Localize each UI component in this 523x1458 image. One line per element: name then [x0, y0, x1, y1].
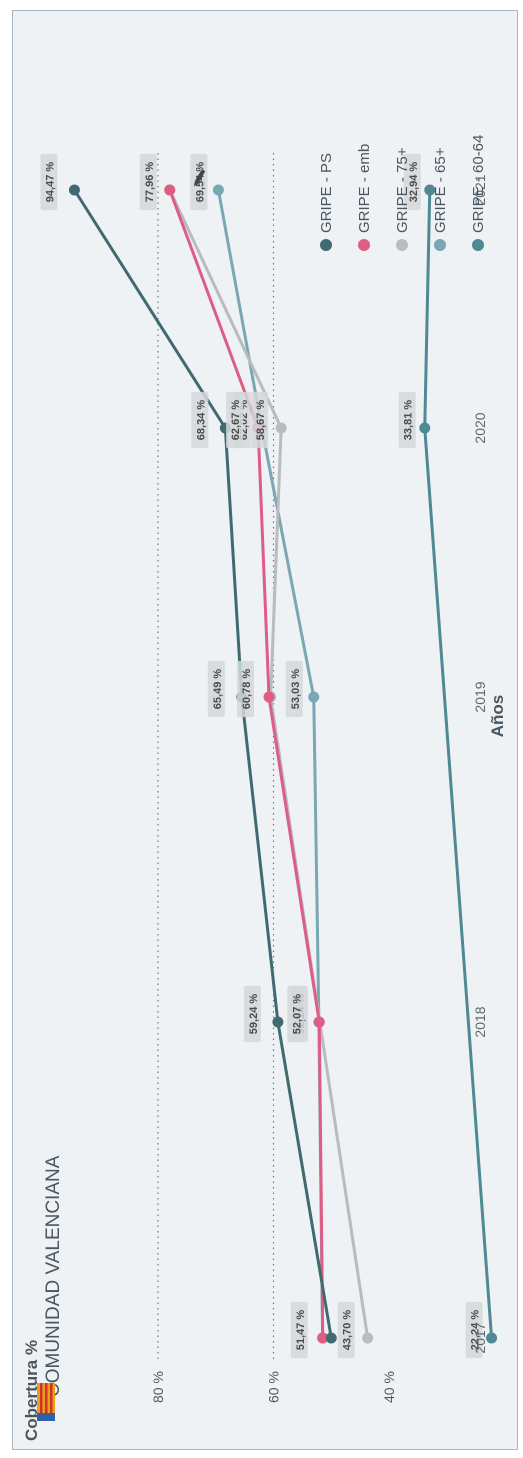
data-label: 68,34 %: [195, 400, 207, 441]
legend-item[interactable]: GRIPE - 60-64: [470, 135, 487, 251]
x-axis-title: Años: [488, 695, 507, 738]
data-label: 77,96 %: [144, 162, 156, 203]
y-tick-label: 80 %: [150, 1371, 166, 1403]
y-tick-label: 60 %: [266, 1371, 282, 1403]
data-label-bg: [40, 153, 58, 211]
x-tick-layer: 2017 2018 2019 2020 2021: [472, 174, 488, 1353]
data-label-bg: [207, 660, 225, 718]
legend-item[interactable]: GRIPE - 75+: [394, 147, 411, 251]
data-label-bg: [285, 660, 303, 718]
data-label: 32,94 %: [408, 162, 420, 203]
data-label-bg: [403, 153, 421, 211]
data-point[interactable]: [317, 1332, 329, 1344]
legend-swatch: [358, 239, 370, 251]
data-label: 62,67 %: [230, 400, 242, 441]
series-line: [73, 189, 333, 1339]
legend-swatch: [472, 239, 484, 251]
data-label: 52,07 %: [291, 994, 303, 1035]
data-point[interactable]: [263, 691, 275, 703]
data-point[interactable]: [362, 1332, 374, 1344]
data-label: 60,78 %: [241, 669, 253, 710]
data-label-bg: [290, 1301, 308, 1359]
data-point[interactable]: [308, 691, 320, 703]
legend-label: GRIPE - PS: [318, 153, 335, 233]
x-tick-label: 2020: [472, 412, 488, 443]
data-label-bg: [139, 153, 157, 211]
data-label: 33,81 %: [403, 400, 415, 441]
data-label: 51,47 %: [295, 1310, 307, 1351]
chart-svg: 22,24 %33,81 %32,94 %52,14 %53,03 %62,02…: [22, 135, 507, 1441]
legend-item[interactable]: GRIPE - 65+: [432, 147, 449, 251]
region-logo: [37, 1383, 55, 1421]
data-label-bg: [398, 391, 416, 449]
data-label: 65,49 %: [212, 669, 224, 710]
data-point[interactable]: [424, 184, 436, 196]
data-point[interactable]: [68, 184, 80, 196]
legend-label: GRIPE - 65+: [432, 147, 449, 233]
chart-card: 22,24 %33,81 %32,94 %52,14 %53,03 %62,02…: [12, 10, 518, 1450]
data-label: 53,03 %: [290, 669, 302, 710]
legend-swatch: [396, 239, 408, 251]
data-label: 58,67 %: [255, 400, 267, 441]
data-point[interactable]: [313, 1016, 325, 1028]
data-label-bg: [251, 391, 269, 449]
x-tick-label: 2019: [472, 681, 488, 712]
chart-title: COMUNIDAD VALENCIANA: [43, 1155, 64, 1397]
legend-label: GRIPE - 75+: [394, 147, 411, 233]
legend[interactable]: GRIPE - 60-64 GRIPE - 65+ GRIPE - 75+ GRIPE…: [318, 135, 487, 251]
series-line: [423, 189, 494, 1339]
data-label-bg: [226, 391, 244, 449]
grid-layer: [157, 151, 275, 1359]
legend-swatch: [434, 239, 446, 251]
data-label-bg: [337, 1301, 355, 1359]
series-line: [168, 189, 370, 1339]
legend-label: GRIPE - 60-64: [470, 135, 487, 233]
data-point[interactable]: [325, 1332, 337, 1344]
data-point[interactable]: [272, 1016, 284, 1028]
data-label-bg: [236, 660, 254, 718]
data-label: 94,47 %: [44, 162, 56, 203]
data-point[interactable]: [419, 422, 431, 434]
data-label-bg: [191, 391, 209, 449]
data-point[interactable]: [486, 1332, 498, 1344]
series-line: [168, 189, 325, 1339]
data-label-bg: [465, 1301, 483, 1359]
y-tick-label: 40 %: [381, 1371, 397, 1403]
series-layer: [68, 184, 498, 1344]
y-tick-layer: 40 % 60 % 80 %: [150, 1371, 397, 1403]
legend-label: GRIPE - emb: [356, 144, 373, 233]
data-label: 59,24 %: [248, 994, 260, 1035]
x-tick-label: 2017: [472, 1322, 488, 1353]
x-tick-label: 2021: [472, 174, 488, 205]
data-point[interactable]: [212, 184, 224, 196]
data-label-bg: [287, 985, 305, 1043]
data-label: 43,70 %: [342, 1310, 354, 1351]
rotated-chart: 22,24 %33,81 %32,94 %52,14 %53,03 %62,02…: [22, 135, 507, 1441]
legend-item[interactable]: GRIPE - emb: [356, 144, 373, 251]
y-axis-title: Cobertura %: [22, 1340, 41, 1441]
data-label-bg: [243, 985, 261, 1043]
x-tick-label: 2018: [472, 1006, 488, 1037]
legend-swatch: [320, 239, 332, 251]
data-label-layer: 22,24 %33,81 %32,94 %52,14 %53,03 %62,02…: [40, 153, 483, 1359]
data-point[interactable]: [164, 184, 176, 196]
data-point[interactable]: [275, 422, 287, 434]
legend-item[interactable]: GRIPE - PS: [318, 153, 335, 251]
data-label: 22,24 %: [470, 1310, 482, 1351]
pencil-icon[interactable]: [192, 169, 206, 187]
